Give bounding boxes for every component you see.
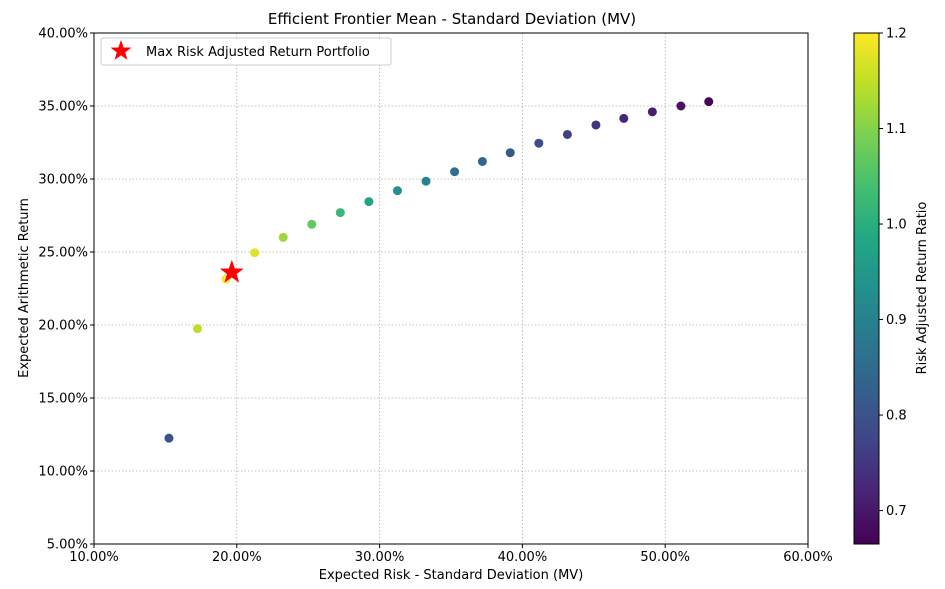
x-tick-label: 20.00% — [212, 550, 262, 565]
data-point — [534, 138, 544, 148]
y-tick-label: 25.00% — [38, 246, 88, 261]
data-point — [647, 107, 657, 117]
colorbar-tick-label: 0.7 — [886, 504, 907, 519]
data-point — [676, 101, 686, 111]
colorbar-tick-label: 0.9 — [886, 313, 907, 328]
legend: Max Risk Adjusted Return Portfolio — [100, 37, 392, 66]
data-point — [278, 232, 288, 242]
x-tick-label: 50.00% — [640, 550, 690, 565]
data-point — [591, 120, 601, 130]
y-tick-label: 40.00% — [38, 27, 88, 42]
colorbar-tick-label: 0.8 — [886, 409, 907, 424]
data-point — [704, 97, 714, 107]
y-tick-label: 5.00% — [47, 538, 88, 553]
colorbar-ticks: 0.7 0.8 0.9 1.0 1.1 1.2 — [879, 27, 907, 519]
data-point — [421, 176, 431, 186]
y-tick-label: 30.00% — [38, 173, 88, 188]
y-tick-label: 20.00% — [38, 319, 88, 334]
data-point — [562, 129, 572, 139]
y-axis-label: Expected Arithmetic Return — [17, 198, 32, 378]
legend-box — [100, 37, 392, 66]
data-point — [193, 324, 203, 334]
chart-title: Efficient Frontier Mean - Standard Devia… — [268, 10, 636, 28]
colorbar-label: Risk Adjusted Return Ratio — [915, 202, 930, 375]
legend-label: Max Risk Adjusted Return Portfolio — [146, 45, 370, 60]
x-tick-label: 40.00% — [498, 550, 548, 565]
x-tick-label: 30.00% — [355, 550, 405, 565]
data-point — [250, 248, 260, 258]
data-point — [505, 148, 515, 158]
data-points — [164, 97, 714, 443]
axis-ticks: 10.00% 20.00% 30.00% 40.00% 50.00% 60.00% 5.00… — [38, 27, 832, 566]
x-tick-label: 60.00% — [783, 550, 833, 565]
colorbar-tick-label: 1.1 — [886, 122, 907, 137]
data-point — [307, 219, 317, 229]
data-point — [619, 113, 629, 123]
data-point — [164, 433, 174, 443]
max-ratio-portfolio-star — [219, 259, 244, 283]
data-point — [477, 156, 487, 166]
y-tick-label: 15.00% — [38, 392, 88, 407]
colorbar-tick-label: 1.2 — [886, 27, 907, 42]
y-tick-label: 10.00% — [38, 465, 88, 480]
colorbar: 0.7 0.8 0.9 1.0 1.1 1.2 Risk Adjusted Return … — [853, 27, 930, 545]
legend-star-icon — [110, 40, 132, 60]
data-point — [335, 208, 345, 218]
colorbar-tick-label: 1.0 — [886, 218, 907, 233]
x-tick-label: 10.00% — [69, 550, 119, 565]
plot-frame — [93, 32, 809, 545]
data-point — [364, 197, 374, 207]
x-axis-label: Expected Risk - Standard Deviation (MV) — [319, 568, 584, 583]
data-point — [392, 186, 402, 196]
data-point — [450, 167, 460, 177]
y-tick-label: 35.00% — [38, 100, 88, 115]
colorbar-gradient — [853, 32, 880, 545]
